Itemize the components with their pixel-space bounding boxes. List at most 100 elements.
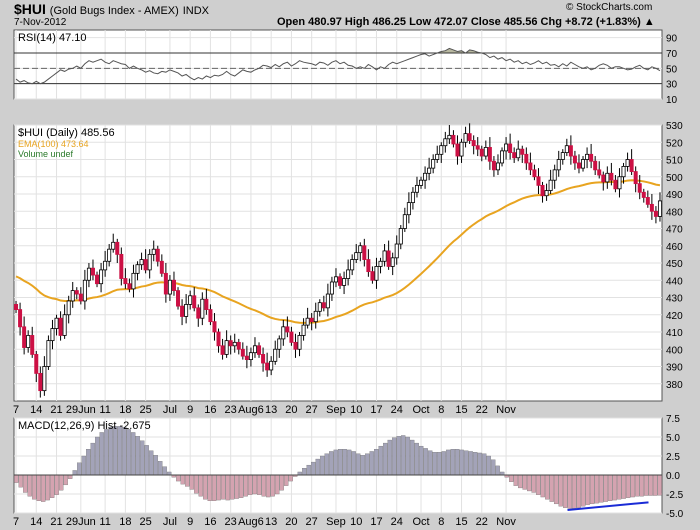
y-tick-label: 50 <box>666 64 678 75</box>
macd-hist-bar <box>356 453 361 476</box>
x-tick-label: 25 <box>140 516 152 528</box>
macd-hist-bar <box>491 459 496 476</box>
y-tick-label: 410 <box>666 328 683 339</box>
y-tick-label: 490 <box>666 190 683 201</box>
macd-hist-bar <box>594 474 599 504</box>
candle-body <box>301 324 306 336</box>
x-tick-label: 8 <box>438 404 444 416</box>
macd-hist-bar <box>230 474 235 500</box>
macd-hist-bar <box>320 455 325 476</box>
macd-hist-bar <box>621 474 626 499</box>
macd-hist-bar <box>581 474 586 507</box>
macd-hist-bar <box>378 445 383 476</box>
candle-body <box>143 259 148 271</box>
macd-hist-bar <box>68 474 73 479</box>
candle-body <box>99 269 104 285</box>
y-tick-label: 430 <box>666 294 683 305</box>
candle-body <box>625 159 630 167</box>
macd-hist-bar <box>261 474 266 497</box>
macd-hist-bar <box>113 426 118 476</box>
y-tick-label: 420 <box>666 311 683 322</box>
macd-hist-bar <box>657 474 662 496</box>
macd-hist-bar <box>585 474 590 505</box>
candle-body <box>119 253 124 279</box>
x-tick-label: 13 <box>265 404 277 416</box>
candle-body <box>293 341 298 350</box>
candle-body <box>374 266 379 281</box>
macd-hist-bar <box>324 453 329 476</box>
x-tick-label: Oct <box>412 516 429 528</box>
candle-body <box>135 264 140 274</box>
macd-hist-bar <box>468 451 473 476</box>
candle-body <box>18 309 23 328</box>
x-tick-label: 20 <box>285 404 297 416</box>
macd-hist-bar <box>153 455 158 476</box>
candle-body <box>601 174 606 183</box>
y-tick-label: 30 <box>666 80 678 91</box>
volume-legend: Volume undef <box>18 149 74 159</box>
candle-body <box>46 340 51 367</box>
candle-body <box>111 241 116 250</box>
candle-body <box>435 153 440 160</box>
macd-hist-bar <box>455 449 460 476</box>
macd-hist-bar <box>216 474 221 501</box>
candle-body <box>605 172 610 183</box>
y-tick-label: -2.5 <box>666 490 684 501</box>
candle-body <box>329 281 334 295</box>
brand-watermark: © StockCharts.com <box>566 2 653 13</box>
candle-body <box>236 341 241 350</box>
macd-hist-bar <box>77 462 82 476</box>
candle-body <box>188 295 193 305</box>
macd-hist-bar <box>86 449 91 476</box>
y-tick-label: 10 <box>666 95 678 106</box>
candle-body <box>224 340 229 355</box>
candle-body <box>228 340 233 347</box>
x-tick-label: Sep <box>326 516 346 528</box>
macd-hist-bar <box>464 450 469 476</box>
macd-hist-bar <box>563 474 568 508</box>
macd-hist-bar <box>203 474 208 500</box>
candle-body <box>382 250 387 262</box>
candle-body <box>123 278 128 285</box>
macd-hist-bar <box>99 432 104 476</box>
x-tick-label: 23 <box>225 404 237 416</box>
macd-hist-bar <box>212 474 217 501</box>
candle-body <box>38 372 43 392</box>
candle-body <box>633 171 638 185</box>
candle-body <box>167 279 172 295</box>
macd-hist-bar <box>545 474 550 500</box>
candle-body <box>508 143 513 154</box>
x-tick-label: Nov <box>496 516 516 528</box>
candle-body <box>346 269 351 279</box>
y-tick-label: 470 <box>666 225 683 236</box>
candle-body <box>265 362 270 371</box>
macd-trendline <box>567 501 649 511</box>
candle-body <box>325 293 330 309</box>
symbol-text: $HUI <box>14 1 46 17</box>
y-tick-label: 460 <box>666 242 683 253</box>
macd-hist-bar <box>158 461 163 476</box>
x-tick-label: Jul <box>163 516 177 528</box>
x-tick-label: 17 <box>370 516 382 528</box>
macd-hist-bar <box>234 474 239 499</box>
macd-hist-bar <box>527 474 532 492</box>
macd-hist-bar <box>189 474 194 490</box>
macd-hist-bar <box>405 436 410 476</box>
candle-body <box>184 303 189 317</box>
macd-hist-bar <box>135 436 140 476</box>
candle-body <box>467 133 472 141</box>
macd-hist-bar <box>576 474 581 508</box>
macd-hist-bar <box>446 449 451 476</box>
candle-body <box>431 159 436 169</box>
candle-body <box>62 314 67 336</box>
candle-body <box>252 345 257 354</box>
candle-body <box>475 145 480 150</box>
y-tick-label: 520 <box>666 138 683 149</box>
x-tick-label: 22 <box>476 404 488 416</box>
macd-hist-bar <box>333 449 338 476</box>
x-tick-label: 10 <box>350 516 362 528</box>
macd-hist-bar <box>194 474 199 494</box>
candle-body <box>447 134 452 140</box>
candle-body <box>50 328 55 342</box>
macd-hist-bar <box>315 458 320 476</box>
